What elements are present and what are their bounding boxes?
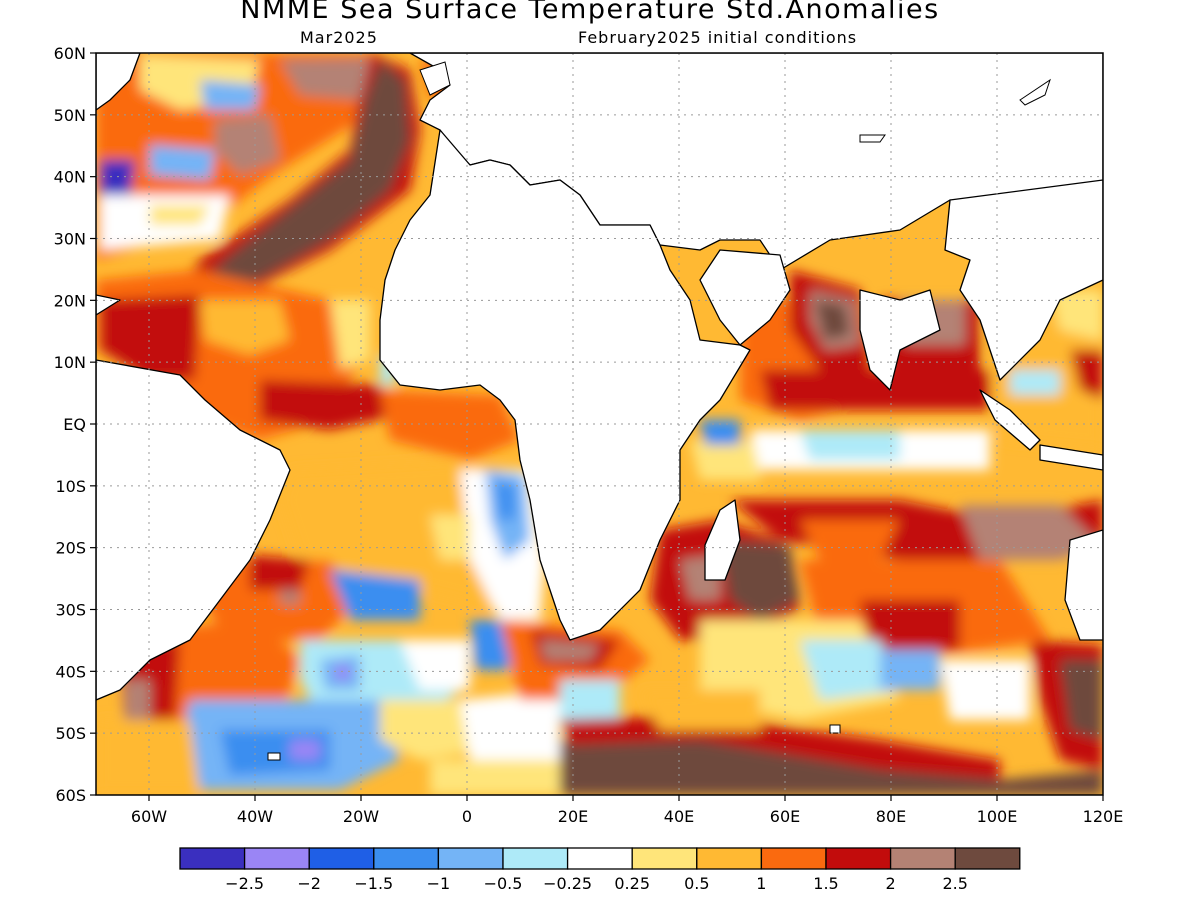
lat-tick-label: 50N <box>54 106 86 125</box>
colorbar-label: −0.5 <box>484 874 523 893</box>
colorbar-swatch <box>566 847 633 870</box>
colorbar-label: −1.5 <box>354 874 393 893</box>
colorbar-label: 0.5 <box>684 874 709 893</box>
lat-tick-label: 30S <box>55 601 86 620</box>
colorbar-swatch <box>373 847 440 870</box>
lon-tick-label: 80E <box>876 807 906 826</box>
lat-tick-label: EQ <box>63 415 86 434</box>
initial-conditions-label: February2025 initial conditions <box>578 28 858 47</box>
colorbar: −2.5 −2 −1.5 −1 −0.5 −0.25 0.25 0.5 1 1.5 2 2.5 <box>179 847 1021 893</box>
lat-tick-label: 20N <box>54 291 86 310</box>
colorbar-label: 2 <box>886 874 896 893</box>
colorbar-swatch <box>889 847 956 870</box>
colorbar-swatch <box>179 847 246 870</box>
map-title: NMME Sea Surface Temperature Std.Anomali… <box>240 0 940 25</box>
colorbar-swatch <box>954 847 1021 870</box>
colorbar-label: 0.25 <box>614 874 650 893</box>
lat-tick-label: 60S <box>55 786 86 805</box>
colorbar-swatch <box>760 847 827 870</box>
lon-tick-label: 60W <box>131 807 167 826</box>
lon-tick-label: 40W <box>237 807 273 826</box>
lat-tick-label: 10S <box>55 477 86 496</box>
colorbar-swatch <box>308 847 375 870</box>
colorbar-swatch <box>696 847 763 870</box>
lon-tick-label: 40E <box>664 807 694 826</box>
lon-tick-label: 0 <box>462 807 472 826</box>
colorbar-label: −1 <box>427 874 451 893</box>
valid-month-label: Mar2025 <box>300 28 378 47</box>
colorbar-label: −2.5 <box>225 874 264 893</box>
lat-tick-label: 40N <box>54 168 86 187</box>
lon-tick-label: 20W <box>343 807 379 826</box>
colorbar-label: −2 <box>297 874 321 893</box>
colorbar-label: 2.5 <box>942 874 967 893</box>
longitude-axis: 60W 40W 20W 0 20E 40E 60E 80E 100E 120E <box>131 795 1123 826</box>
lat-tick-label: 10N <box>54 353 86 372</box>
colorbar-label: −0.25 <box>543 874 592 893</box>
colorbar-label: 1 <box>756 874 766 893</box>
colorbar-swatch <box>502 847 569 870</box>
colorbar-label: 1.5 <box>813 874 838 893</box>
lat-tick-label: 50S <box>55 724 86 743</box>
lon-tick-label: 100E <box>977 807 1018 826</box>
small-islands <box>267 61 1051 761</box>
lat-tick-label: 60N <box>54 44 86 63</box>
lon-tick-label: 20E <box>558 807 588 826</box>
land-masses <box>96 53 1103 701</box>
sst-anomaly-field <box>96 53 1103 795</box>
lat-tick-label: 40S <box>55 662 86 681</box>
lat-tick-label: 20S <box>55 539 86 558</box>
latitude-axis: 60N 50N 40N 30N 20N 10N EQ 10S 20S 30S 40S 50S 60S <box>54 44 96 805</box>
colorbar-swatch <box>243 847 310 870</box>
lon-tick-label: 60E <box>770 807 800 826</box>
lat-tick-label: 30N <box>54 230 86 249</box>
colorbar-swatch <box>825 847 892 870</box>
lon-tick-label: 120E <box>1083 807 1124 826</box>
colorbar-swatch <box>437 847 504 870</box>
colorbar-swatch <box>631 847 698 870</box>
